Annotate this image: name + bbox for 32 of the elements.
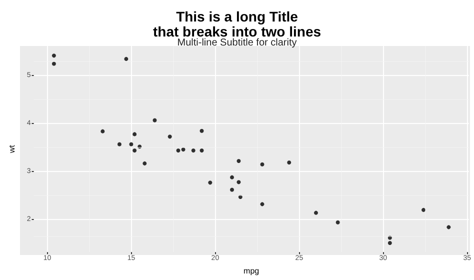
point xyxy=(230,188,234,192)
point xyxy=(388,240,392,245)
point xyxy=(446,225,451,230)
chart-title: This is a long Title that breaks into two lines xyxy=(152,8,322,40)
point xyxy=(230,175,234,180)
point xyxy=(200,128,204,133)
point xyxy=(100,129,105,134)
point xyxy=(52,54,56,58)
chart-subtitle: Multi-line Subtitle for clarity xyxy=(177,38,297,48)
y-axis-title: wt xyxy=(8,144,16,154)
point xyxy=(132,132,137,136)
point xyxy=(236,180,241,184)
point xyxy=(260,202,264,206)
x-axis-title: mpg xyxy=(244,266,260,276)
point xyxy=(314,210,318,215)
point xyxy=(132,148,137,152)
point xyxy=(52,62,56,66)
point xyxy=(142,161,147,166)
point xyxy=(260,162,264,166)
point xyxy=(191,148,196,152)
point xyxy=(421,208,426,212)
point xyxy=(129,142,134,146)
point xyxy=(336,220,340,224)
point xyxy=(200,148,204,152)
point xyxy=(168,134,172,139)
point xyxy=(124,56,128,61)
point xyxy=(152,118,157,122)
point xyxy=(287,160,292,164)
point xyxy=(208,180,212,185)
point xyxy=(176,148,180,152)
point xyxy=(117,142,122,146)
point xyxy=(236,159,241,164)
